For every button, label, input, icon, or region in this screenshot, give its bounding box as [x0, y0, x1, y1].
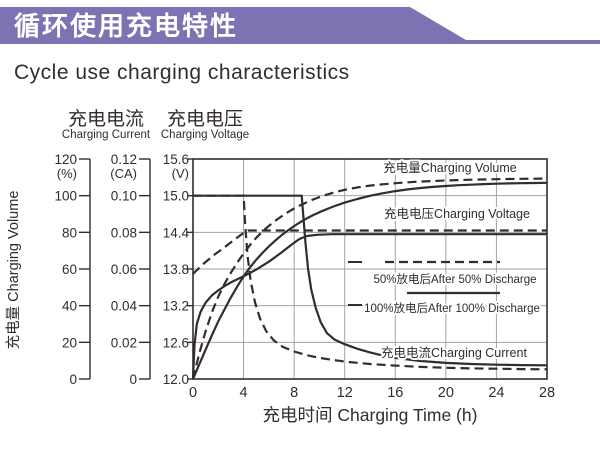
series-group [191, 177, 548, 380]
x-tick-label: 24 [488, 385, 504, 401]
label-charging-voltage: 充电电压Charging Voltage [384, 206, 530, 221]
label-charging-volume: 充电量Charging Volume [383, 160, 516, 175]
series-charging-voltage-after-50-discharge [192, 229, 547, 275]
label-charging-current: 充电电流Charging Current [381, 345, 527, 360]
tick-label-volume: 60 [62, 262, 77, 277]
axis-header-zh-voltage: 充电电压 [167, 108, 243, 130]
tick-label-voltage: 12.6 [163, 335, 189, 350]
x-tick-label: 8 [290, 385, 298, 401]
legend: 50%放电后After 50% Discharge 100%放电后After 10… [348, 260, 542, 317]
tick-label-current: 0.02 [111, 335, 137, 350]
series-charging-volume-after-100-discharge [191, 181, 548, 380]
volume-axis-side-label: 充电量 Charging Volume [5, 191, 22, 350]
tick-label-volume: 120 [54, 152, 77, 167]
unit-label-voltage: (V) [172, 166, 189, 181]
banner-title: 循环使用充电特性 [14, 11, 239, 41]
series-charging-current-after-100-discharge [193, 194, 548, 367]
tick-label-voltage: 13.2 [163, 299, 189, 314]
tick-label-current: 0 [129, 372, 137, 387]
tick-label-current: 0.12 [111, 152, 137, 167]
tick-label-volume: 100 [54, 189, 77, 204]
x-tick-label: 12 [337, 385, 353, 401]
tick-label-voltage: 14.4 [163, 225, 190, 240]
tick-label-voltage: 13.8 [163, 262, 189, 277]
tick-label-voltage: 12.0 [163, 372, 189, 387]
x-tick-label: 28 [539, 385, 555, 401]
x-tick-label: 16 [387, 385, 403, 401]
tick-label-current: 0.04 [111, 299, 138, 314]
unit-label-current: (CA) [110, 166, 137, 181]
series-charging-volume-after-50-discharge [191, 177, 548, 380]
x-tick-label: 20 [438, 385, 454, 401]
axis-header-en-current: Charging Current [62, 129, 151, 141]
axis-header-en-voltage: Charging Voltage [161, 129, 249, 141]
tick-label-current: 0.06 [111, 262, 137, 277]
axis-voltage: 15.6 15.0 14.4 13.8 13.2 12.6 12.0 (V) 充电电压Charg… [161, 108, 249, 387]
legend-label-100-discharge: 100%放电后After 100% Discharge [364, 301, 540, 315]
tick-label-voltage: 15.6 [163, 152, 189, 167]
x-axis: 0 4 8 12 16 20 24 28 充电时间 Charging Time (h) [189, 385, 555, 425]
tick-label-volume: 40 [62, 299, 77, 314]
x-axis-title: 充电时间 Charging Time (h) [263, 405, 478, 425]
tick-label-current: 0.10 [111, 189, 137, 204]
plot-annotations: 充电量Charging Volume 充电电压Charging Voltage 充电… [379, 158, 532, 362]
x-tick-label: 0 [189, 385, 197, 401]
axis-volume: 120 100 80 60 40 20 0 (%) [54, 152, 91, 387]
tick-label-voltage: 15.0 [163, 189, 189, 204]
axis-current: 0.12 0.10 0.08 0.06 0.04 0.02 0 (CA) 充电电流Chargin… [62, 108, 151, 387]
axis-header-zh-current: 充电电流 [68, 108, 144, 130]
series-charging-current-after-50-discharge [193, 194, 548, 371]
tick-label-current: 0.08 [111, 225, 137, 240]
tick-label-volume: 0 [69, 372, 77, 387]
page-title: Cycle use charging characteristics [14, 61, 350, 84]
legend-label-50-discharge: 50%放电后After 50% Discharge [374, 272, 537, 286]
tick-label-volume: 80 [62, 225, 77, 240]
unit-label-volume: (%) [57, 166, 77, 181]
tick-label-volume: 20 [62, 335, 77, 350]
x-tick-label: 4 [240, 385, 248, 401]
